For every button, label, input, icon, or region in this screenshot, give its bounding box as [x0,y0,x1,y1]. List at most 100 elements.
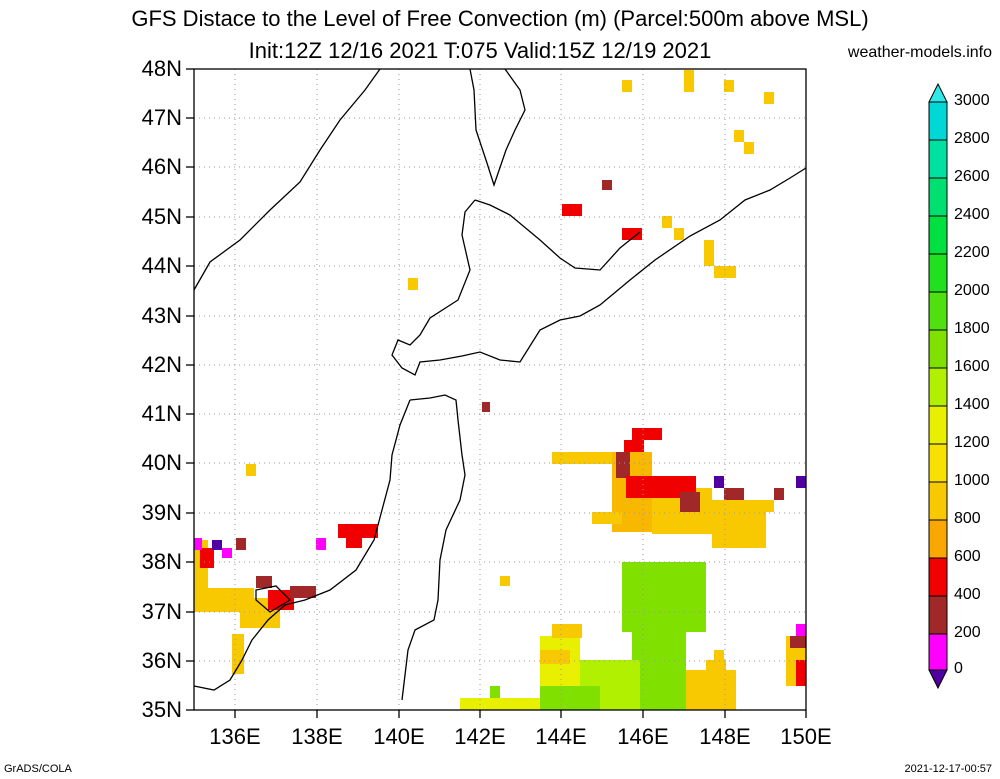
field-patch [744,142,754,154]
lat-label: 48N [141,56,182,81]
lat-label: 43N [141,303,182,328]
map-subtitle: Init:12Z 12/16 2021 T:075 Valid:15Z 12/1… [248,38,712,63]
colorbar-label: 2600 [954,168,990,185]
lat-label: 41N [141,401,182,426]
field-patch [592,512,622,524]
colorbar-label: 800 [954,510,981,527]
field-patch [316,538,326,550]
field-patch [624,440,644,452]
colorbar-label: 1400 [954,396,990,413]
lat-label: 38N [141,549,182,574]
colorbar-segment [928,519,948,559]
field-patch [616,452,630,478]
timestamp: 2021-12-17-00:57 [904,763,992,775]
colorbar-label: 200 [954,624,981,641]
field-patch [686,670,736,710]
colorbar-segment [928,291,948,331]
colorbar-label: 0 [954,660,963,677]
field-patch [724,80,734,92]
plot-frame [193,68,807,711]
colorbar-segment [928,253,948,293]
colorbar-segment [928,595,948,635]
field-patch [724,488,744,500]
field-patch [622,228,642,240]
field-patch [194,538,202,550]
lon-label: 142E [454,724,506,749]
lon-label: 148E [699,724,751,749]
colorbar-label: 1200 [954,434,990,451]
field-patch [714,650,724,662]
field-patch [632,428,662,440]
field-patch [632,620,686,710]
field-patch [684,70,694,92]
lat-label: 46N [141,154,182,179]
field-patch [236,538,246,550]
colorbar-label: 400 [954,586,981,603]
field-patch [764,92,774,104]
field-patch [490,686,500,698]
grid [194,69,806,710]
field-patch [764,500,774,512]
field-patch [562,204,582,216]
site-label: weather-models.info [847,44,992,61]
lat-label: 47N [141,105,182,130]
field-patch [460,698,540,710]
lat-label: 42N [141,352,182,377]
field-patch [706,660,726,672]
software-credit: GrADS/COLA [4,763,72,775]
colorbar-label: 1000 [954,472,990,489]
map-title: GFS Distace to the Level of Free Convect… [131,6,869,31]
colorbar-label: 1600 [954,358,990,375]
lat-label: 35N [141,697,182,722]
field-patch [714,266,736,278]
field-patch [714,476,724,488]
field-patch [712,500,766,548]
colorbar-bottom-arrow [928,669,948,690]
field-patch [662,216,672,228]
field-patch [796,476,806,488]
lat-label: 44N [141,253,182,278]
field-patch [232,634,244,674]
field-patch [626,476,696,498]
field-patch [704,240,714,266]
colorbar-label: 1800 [954,320,990,337]
lon-label: 144E [535,724,587,749]
field-patch [408,278,418,290]
colorbar-segment [928,177,948,217]
field-patch [622,80,632,92]
field-patch [552,452,622,464]
colorbar-segment [928,139,948,179]
field-patch [674,228,684,240]
colorbar-segment [928,481,948,521]
colorbar-segment [928,101,948,141]
colorbar-top-arrow [928,82,948,103]
field-patch [734,130,744,142]
colorbar-segment [928,557,948,597]
colorbar-segment [928,405,948,445]
field-patch [200,548,214,568]
colorbar-label: 2800 [954,130,990,147]
colorbar-label: 2400 [954,206,990,223]
colorbar-label: 600 [954,548,981,565]
field-patch [290,586,316,598]
colorbar [928,82,948,690]
field-patch [212,540,222,550]
field-patch [774,488,784,500]
colorbar-label: 2000 [954,282,990,299]
lat-label: 39N [141,500,182,525]
coastlines [193,68,807,701]
lat-label: 37N [141,599,182,624]
field-patch [540,686,600,710]
field-patch [680,492,700,512]
field-patch [256,576,272,588]
field-patch [790,636,806,648]
field-patch [500,576,510,586]
lon-label: 150E [780,724,832,749]
colorbar-segment [928,329,948,369]
field-patch [540,650,570,664]
field-patch [602,180,612,190]
field-patch [346,536,362,548]
field-patch [246,464,256,476]
lon-label: 136E [209,724,261,749]
